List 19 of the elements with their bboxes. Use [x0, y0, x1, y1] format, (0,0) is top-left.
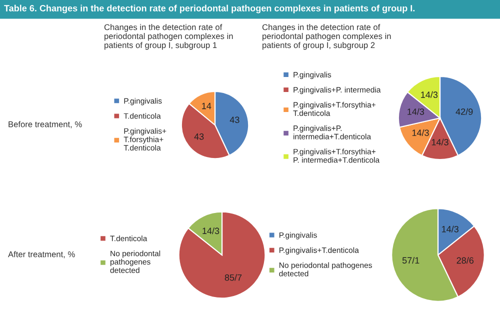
- data-label: 14/3: [408, 108, 424, 115]
- caption: Table 6. Changes in the detection rate of periodontal pathogen complexes in patients of group I.: [4, 4, 415, 14]
- chart-title: Changes in the detection rate of periodontal pathogen complexes in patients of group I, subgroup 2: [262, 24, 391, 50]
- data-label: 14/3: [442, 226, 458, 232]
- data-label: 43: [230, 116, 240, 124]
- data-label: 14/3: [432, 138, 448, 146]
- data-label: 14/3: [202, 227, 220, 234]
- data-label: 57/1: [402, 256, 420, 264]
- data-label: 43: [194, 133, 204, 140]
- data-label: 14/3: [421, 91, 438, 98]
- data-label: 28/6: [456, 257, 474, 264]
- data-label: 85/7: [224, 274, 242, 281]
- text: After treatment, %: [8, 251, 75, 258]
- data-label: 42/9: [456, 108, 473, 115]
- chart-title: Changes in the detection rate of periodontal pathogen complexes in patients of group I, subgroup 1: [104, 24, 233, 50]
- data-label: 14: [202, 102, 212, 110]
- text: Before treatment, %: [8, 121, 82, 128]
- pie-slice: [178, 211, 266, 299]
- data-label: 14/3: [412, 129, 429, 136]
